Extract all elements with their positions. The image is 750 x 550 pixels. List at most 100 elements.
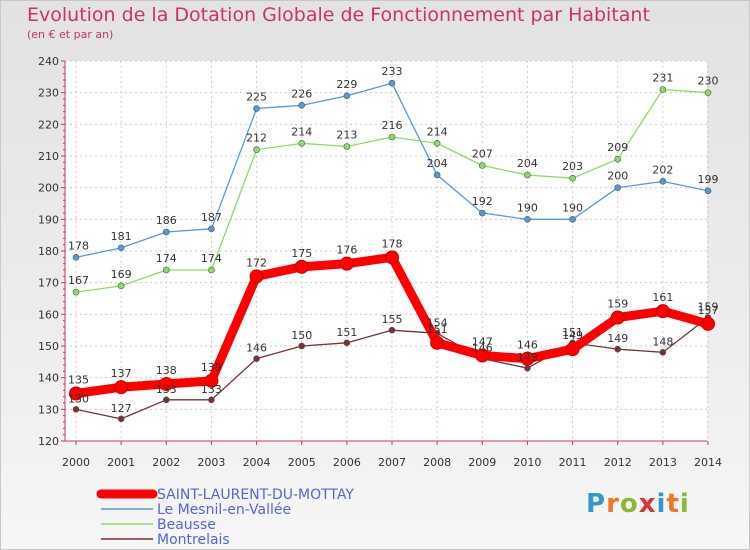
data-label: 151 xyxy=(336,326,357,339)
data-point xyxy=(430,335,445,350)
legend-label-2: Beausse xyxy=(157,517,216,533)
data-point xyxy=(72,254,80,261)
data-point xyxy=(388,133,396,141)
x-tick-label: 2008 xyxy=(423,456,451,469)
y-tick-label: 230 xyxy=(38,87,59,100)
data-point xyxy=(298,140,306,147)
data-label: 204 xyxy=(427,157,448,170)
x-tick-label: 2014 xyxy=(694,456,722,469)
data-point xyxy=(208,266,215,274)
data-label: 127 xyxy=(111,402,132,415)
y-tick-label: 220 xyxy=(38,118,59,131)
data-label: 202 xyxy=(652,163,673,176)
data-label: 151 xyxy=(427,323,448,336)
data-label: 204 xyxy=(517,157,538,170)
data-label: 176 xyxy=(336,244,357,257)
data-label: 174 xyxy=(201,252,222,265)
data-point xyxy=(478,209,486,217)
data-label: 230 xyxy=(698,75,719,88)
data-point xyxy=(208,225,215,233)
x-tick-label: 2012 xyxy=(604,456,632,469)
x-tick-label: 2003 xyxy=(197,456,225,469)
data-label: 135 xyxy=(68,374,89,387)
grid xyxy=(65,60,709,442)
data-point xyxy=(388,79,396,87)
data-point xyxy=(298,342,306,350)
chart-title: Evolution de la Dotation Globale de Fonc… xyxy=(27,4,650,26)
x-tick-label: 2005 xyxy=(288,456,316,469)
x-tick-label: 2006 xyxy=(333,456,361,469)
data-label: 226 xyxy=(291,87,312,100)
data-point xyxy=(520,351,535,366)
data-point xyxy=(117,282,125,290)
data-point xyxy=(339,256,354,271)
data-label: 169 xyxy=(111,268,132,281)
data-label: 225 xyxy=(246,91,267,104)
data-label: 146 xyxy=(246,342,267,355)
legend-label-1: Le Mesnil-en-Vallée xyxy=(157,502,291,518)
data-label: 175 xyxy=(291,247,312,260)
data-label: 190 xyxy=(562,201,583,214)
data-label: 138 xyxy=(156,364,177,377)
data-label: 200 xyxy=(607,170,628,183)
x-tick-label: 2007 xyxy=(378,456,406,469)
data-label: 150 xyxy=(291,329,312,342)
y-tick-label: 210 xyxy=(38,150,59,163)
data-label: 207 xyxy=(472,148,493,161)
data-point xyxy=(253,355,260,362)
data-label: 148 xyxy=(652,335,673,348)
data-point xyxy=(253,105,260,112)
logo-letter: o xyxy=(619,489,639,519)
data-label: 161 xyxy=(652,291,673,304)
data-label: 130 xyxy=(68,392,89,405)
chart-subtitle: (en € et par an) xyxy=(27,28,114,41)
logo-letter: r xyxy=(606,489,620,519)
x-tick-label: 2004 xyxy=(243,456,271,469)
data-point xyxy=(117,415,125,423)
x-tick-label: 2001 xyxy=(107,456,135,469)
data-label: 209 xyxy=(607,141,628,154)
data-point xyxy=(385,250,399,265)
y-tick-label: 120 xyxy=(38,435,59,448)
data-label: 212 xyxy=(246,132,267,145)
data-label: 133 xyxy=(156,383,177,396)
data-point xyxy=(704,89,712,96)
y-tick-label: 190 xyxy=(38,213,59,226)
data-point xyxy=(524,364,531,372)
data-point xyxy=(294,259,309,274)
data-point xyxy=(162,228,170,236)
data-label: 192 xyxy=(472,195,493,208)
data-point xyxy=(610,310,625,325)
data-point xyxy=(478,162,486,169)
data-label: 154 xyxy=(427,316,448,329)
data-point xyxy=(204,373,219,388)
data-label: 155 xyxy=(382,313,403,326)
data-point xyxy=(614,184,622,191)
data-label: 147 xyxy=(472,336,493,349)
data-point xyxy=(433,140,441,147)
data-label: 172 xyxy=(246,256,267,269)
x-tick-label: 2000 xyxy=(62,456,90,469)
data-point xyxy=(69,386,83,401)
data-label: 159 xyxy=(607,298,628,311)
data-point xyxy=(249,269,264,284)
data-point xyxy=(72,406,80,413)
data-point xyxy=(659,178,667,185)
axes: 120 130 140 150 160 170 180 190 200 210 220 230 240 2… xyxy=(38,55,722,469)
data-label: 214 xyxy=(291,125,312,138)
data-label: 178 xyxy=(382,237,403,250)
data-point xyxy=(524,171,531,179)
data-point xyxy=(565,342,580,357)
data-label: 229 xyxy=(336,78,357,91)
data-label: 178 xyxy=(68,239,89,252)
legend-label-3: Montrelais xyxy=(157,532,230,548)
logo-letter: i xyxy=(656,489,667,519)
data-label: 214 xyxy=(427,125,448,138)
logo-letter: P xyxy=(586,489,607,519)
x-tick-label: 2002 xyxy=(152,456,180,469)
data-label: 149 xyxy=(607,332,628,345)
data-label: 213 xyxy=(336,129,357,142)
data-point xyxy=(659,349,667,356)
